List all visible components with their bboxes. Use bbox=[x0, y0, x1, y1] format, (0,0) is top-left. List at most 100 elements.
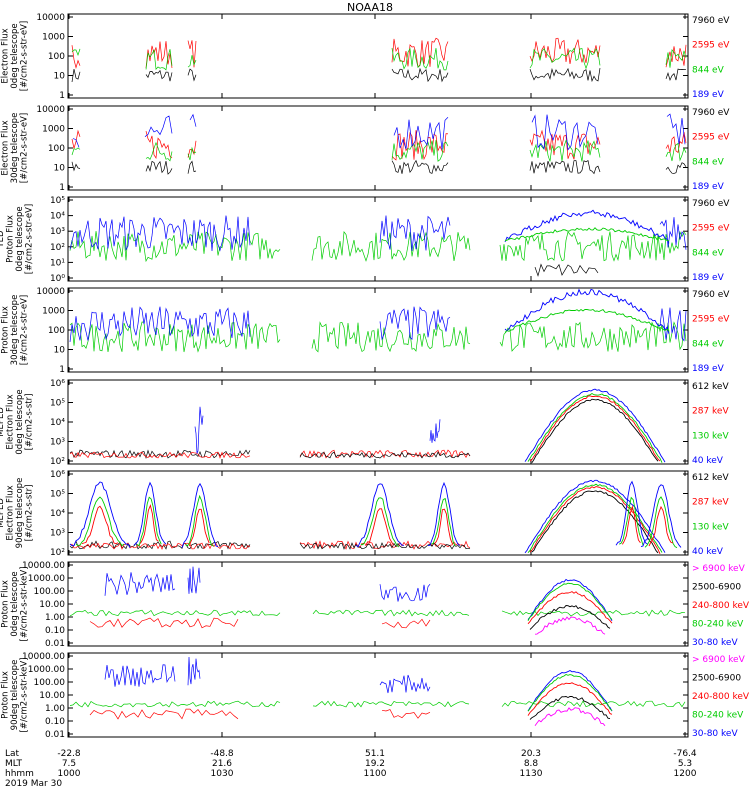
series-trace bbox=[527, 591, 613, 625]
series-trace bbox=[71, 159, 687, 175]
y-tick-label: 100.00 bbox=[34, 587, 66, 597]
series-trace bbox=[71, 37, 687, 70]
x-tick-label-mlt: 5.3 bbox=[678, 759, 692, 769]
series-trace bbox=[72, 113, 686, 151]
y-tick-label: 10⁴ bbox=[50, 418, 65, 428]
y-axis-label: Electron Flux0deg telescope[#/cm2-s-str-… bbox=[1, 21, 30, 91]
series-trace bbox=[504, 227, 670, 242]
y-tick-label: 1000.00 bbox=[28, 574, 65, 584]
series-trace bbox=[531, 398, 659, 463]
series-trace bbox=[527, 673, 613, 712]
x-tick-label-mlt: 21.6 bbox=[212, 759, 232, 769]
y-tick-label: 0.10 bbox=[45, 717, 65, 727]
series-trace bbox=[431, 497, 456, 547]
y-axis-label-line: [#/cm2-s-str-eV] bbox=[24, 204, 34, 274]
legend-entry: 2595 eV bbox=[692, 315, 730, 325]
y-axis-label-line: [#/cm2-s-str-keV] bbox=[20, 567, 30, 642]
series-trace bbox=[69, 449, 251, 460]
y-tick-label: 10⁵ bbox=[50, 490, 65, 500]
legend-entry: 612 keV bbox=[692, 382, 729, 392]
panel-frame bbox=[67, 561, 689, 647]
legend-entry: 7960 eV bbox=[692, 108, 730, 118]
y-tick-label: 10000.00 bbox=[22, 561, 65, 571]
y-axis-label-line: 0deg telescope bbox=[10, 23, 20, 88]
y-tick-label: 1000.00 bbox=[28, 665, 65, 675]
series-trace bbox=[379, 674, 431, 694]
series-trace bbox=[187, 656, 201, 686]
series-trace bbox=[618, 496, 644, 546]
x-tick-label-mlt: 19.2 bbox=[365, 759, 385, 769]
legend-entry: 2595 eV bbox=[692, 224, 730, 234]
y-axis-label-line: MEPED bbox=[0, 407, 6, 437]
series-trace bbox=[69, 481, 131, 548]
series-trace bbox=[355, 483, 405, 548]
x-tick-label-lat: 51.1 bbox=[365, 749, 385, 759]
series-trace bbox=[69, 542, 251, 550]
y-axis-label-line: [#/cm2-s-str] bbox=[24, 394, 34, 451]
series-trace bbox=[69, 321, 687, 353]
legend-entry: 2500-6900 bbox=[692, 674, 741, 684]
series-trace bbox=[644, 496, 678, 549]
y-tick-label: 10³ bbox=[50, 438, 65, 448]
series-trace bbox=[89, 708, 431, 720]
y-tick-label: 10¹ bbox=[50, 258, 65, 268]
y-tick-label: 10.00 bbox=[39, 600, 65, 610]
series-trace bbox=[427, 481, 461, 546]
series-trace bbox=[529, 395, 661, 462]
y-tick-label: 10³ bbox=[50, 227, 65, 237]
legend-entry: 30-80 keV bbox=[692, 638, 738, 648]
y-tick-label: 0.01 bbox=[45, 730, 65, 740]
series-trace bbox=[133, 481, 167, 546]
panel-frame bbox=[67, 652, 689, 738]
y-tick-label: 10⁵ bbox=[50, 196, 65, 206]
series-trace bbox=[529, 486, 661, 554]
y-axis-label-line: [#/cm2-s-str-keV] bbox=[20, 658, 30, 733]
y-axis-label-line: Proton Flux bbox=[5, 215, 15, 263]
y-tick-label: 10³ bbox=[50, 529, 65, 539]
series-trace bbox=[140, 504, 159, 544]
x-tick-label-hhmm: 1130 bbox=[520, 769, 543, 779]
legend-entry: 40 keV bbox=[692, 547, 724, 557]
legend-entry: 240-800 keV bbox=[692, 692, 750, 702]
x-row-label-lat: Lat bbox=[5, 749, 20, 759]
series-trace bbox=[89, 617, 431, 629]
series-trace bbox=[648, 505, 674, 547]
y-tick-label: 100.00 bbox=[34, 678, 66, 688]
legend-entry: 130 keV bbox=[692, 431, 729, 441]
y-axis-label-line: Electron Flux bbox=[1, 120, 11, 175]
legend-entry: 80-240 keV bbox=[692, 711, 744, 721]
y-tick-label: 1.00 bbox=[45, 704, 65, 714]
series-trace bbox=[69, 215, 687, 252]
x-row-label-mlt: MLT bbox=[5, 759, 23, 769]
series-trace bbox=[299, 540, 471, 550]
series-trace bbox=[104, 572, 176, 596]
y-axis-label-line: 30deg telescope bbox=[10, 113, 20, 184]
legend-entry: 844 eV bbox=[692, 248, 725, 258]
y-tick-label: 10⁵ bbox=[50, 399, 65, 409]
y-axis-label-line: Proton Flux bbox=[1, 306, 11, 354]
y-axis-label: Proton Flux0deg telescope[#/cm2-s-str-ke… bbox=[1, 567, 30, 642]
y-axis-label-line: 0deg telescope bbox=[15, 206, 25, 271]
series-trace bbox=[194, 406, 204, 454]
legend-entry: 612 keV bbox=[692, 473, 729, 483]
y-tick-label: 10000.00 bbox=[22, 652, 65, 662]
y-tick-label: 10000 bbox=[36, 105, 65, 115]
panel-frame bbox=[67, 470, 689, 556]
y-axis-label: MEPEDElectron Flux90deg telescope[#/cm2-… bbox=[0, 478, 34, 549]
legend-entry: 2595 eV bbox=[692, 41, 730, 51]
series-trace bbox=[69, 451, 251, 459]
y-tick-label: 1 bbox=[59, 365, 65, 375]
y-tick-label: 1.00 bbox=[45, 613, 65, 623]
y-tick-label: 10000 bbox=[36, 287, 65, 297]
legend-entry: 189 eV bbox=[692, 273, 725, 283]
y-tick-label: 10 bbox=[54, 72, 66, 82]
series-trace bbox=[615, 480, 649, 546]
legend-entry: 240-800 keV bbox=[692, 601, 750, 611]
y-tick-label: 0.10 bbox=[45, 626, 65, 636]
y-axis-label-line: 90deg telescope bbox=[15, 478, 25, 549]
y-axis-label-line: Electron Flux bbox=[1, 28, 11, 83]
legend-entry: 7960 eV bbox=[692, 290, 730, 300]
legend-entry: > 6900 keV bbox=[692, 655, 746, 665]
series-trace bbox=[71, 129, 687, 161]
